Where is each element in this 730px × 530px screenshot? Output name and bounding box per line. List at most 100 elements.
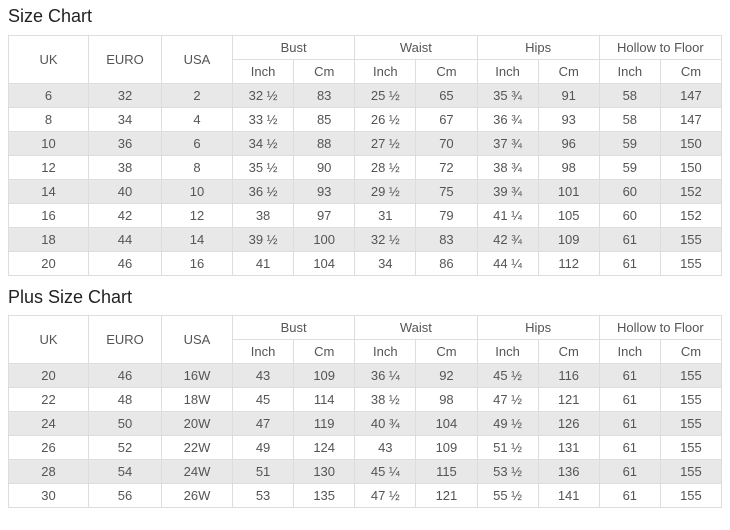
size-cell: 98 [415, 387, 478, 412]
table-row: 20 46 16 41 104 34 86 44 ¼ 112 61 155 [8, 251, 723, 276]
column-header-usa: USA [161, 35, 233, 84]
size-cell: 34 [354, 251, 417, 276]
size-cell: 24W [161, 459, 233, 484]
table-row: 22 48 18W 45 114 38 ½ 98 47 ½ 121 61 155 [8, 387, 723, 412]
size-cell: 150 [659, 155, 723, 180]
size-cell: 56 [88, 483, 162, 508]
group-header-hollow-to-floor: Hollow to Floor [598, 35, 723, 60]
size-cell: 40 ¾ [354, 411, 417, 436]
header-row-groups: UK EURO USA Bust Waist Hips Hollow to Floor [8, 35, 723, 84]
size-cell: 48 [88, 387, 162, 412]
size-cell: 32 [88, 83, 162, 108]
size-cell: 41 [231, 251, 295, 276]
size-chart-table: UK EURO USA Bust Waist Hips Hollow to Floor Inc… [8, 35, 723, 276]
sub-header-hollow-to-floor-cm: Cm [659, 59, 723, 84]
size-cell: 12 [8, 155, 89, 180]
size-cell: 135 [293, 483, 356, 508]
sub-header-hollow-to-floor-cm: Cm [659, 339, 723, 364]
size-cell: 25 ½ [354, 83, 417, 108]
size-cell: 24 [8, 411, 89, 436]
plus-size-chart-title: Plus Size Chart [8, 287, 133, 307]
size-cell: 93 [537, 107, 600, 132]
size-cell: 126 [537, 411, 600, 436]
sub-header-hips-inch: Inch [476, 59, 539, 84]
size-cell: 39 ½ [231, 227, 295, 252]
size-cell: 83 [415, 227, 478, 252]
size-cell: 60 [598, 179, 661, 204]
size-cell: 130 [293, 459, 356, 484]
size-cell: 40 [88, 179, 162, 204]
column-header-euro: EURO [88, 35, 162, 84]
size-cell: 150 [659, 131, 723, 156]
size-cell: 8 [161, 155, 233, 180]
group-header-hips: Hips [476, 315, 600, 340]
size-cell: 41 ¼ [476, 203, 539, 228]
table-row: 6 32 2 32 ½ 83 25 ½ 65 35 ¾ 91 58 147 [8, 83, 723, 108]
size-cell: 58 [598, 107, 661, 132]
size-cell: 45 ¼ [354, 459, 417, 484]
header-row-units: Inch Cm Inch Cm Inch Cm Inch Cm [9, 59, 723, 84]
size-cell: 147 [659, 83, 723, 108]
size-cell: 61 [598, 435, 661, 460]
size-cell: 53 [231, 483, 295, 508]
size-cell: 75 [415, 179, 478, 204]
size-cell: 59 [598, 131, 661, 156]
sub-header-hips-cm: Cm [537, 339, 600, 364]
table-row: 16 42 12 38 97 31 79 41 ¼ 105 60 152 [8, 203, 723, 228]
size-cell: 115 [415, 459, 478, 484]
size-cell: 91 [537, 83, 600, 108]
size-cell: 36 ¼ [354, 363, 417, 388]
size-cell: 59 [598, 155, 661, 180]
size-cell: 14 [161, 227, 233, 252]
size-cell: 22W [161, 435, 233, 460]
size-cell: 16W [161, 363, 233, 388]
size-cell: 109 [293, 363, 356, 388]
size-cell: 51 [231, 459, 295, 484]
size-cell: 72 [415, 155, 478, 180]
size-cell: 22 [8, 387, 89, 412]
size-cell: 49 ½ [476, 411, 539, 436]
size-cell: 116 [537, 363, 600, 388]
size-chart-section: Size Chart UK EURO USA Bust Waist Hips Hollow … [8, 6, 723, 276]
size-cell: 97 [293, 203, 356, 228]
size-cell: 30 [8, 483, 89, 508]
size-cell: 32 ½ [231, 83, 295, 108]
column-header-euro: EURO [88, 315, 162, 364]
column-header-usa: USA [161, 315, 233, 364]
plus-size-chart-section: Plus Size Chart UK EURO USA Bust Waist Hips Ho… [8, 287, 723, 508]
size-cell: 131 [537, 435, 600, 460]
table-row: 20 46 16W 43 109 36 ¼ 92 45 ½ 116 61 155 [8, 363, 723, 388]
size-cell: 44 ¼ [476, 251, 539, 276]
size-cell: 83 [293, 83, 356, 108]
group-header-bust: Bust [231, 315, 356, 340]
size-cell: 67 [415, 107, 478, 132]
table-row: 8 34 4 33 ½ 85 26 ½ 67 36 ¾ 93 58 147 [8, 107, 723, 132]
sub-header-hollow-to-floor-inch: Inch [598, 59, 661, 84]
size-cell: 155 [659, 363, 723, 388]
size-cell: 27 ½ [354, 131, 417, 156]
sub-header-waist-inch: Inch [354, 59, 417, 84]
size-cell: 2 [161, 83, 233, 108]
sub-header-waist-inch: Inch [354, 339, 417, 364]
size-cell: 109 [537, 227, 600, 252]
sub-header-bust-cm: Cm [293, 339, 356, 364]
sub-header-waist-cm: Cm [415, 339, 478, 364]
size-cell: 88 [293, 131, 356, 156]
size-cell: 38 ½ [354, 387, 417, 412]
sub-header-bust-cm: Cm [293, 59, 356, 84]
size-cell: 112 [537, 251, 600, 276]
size-cell: 36 [88, 131, 162, 156]
size-cell: 33 ½ [231, 107, 295, 132]
size-cell: 36 ¾ [476, 107, 539, 132]
table-row: 24 50 20W 47 119 40 ¾ 104 49 ½ 126 61 155 [8, 411, 723, 436]
size-cell: 136 [537, 459, 600, 484]
size-cell: 152 [659, 179, 723, 204]
group-header-hollow-to-floor: Hollow to Floor [598, 315, 723, 340]
header-row-units: Inch Cm Inch Cm Inch Cm Inch Cm [9, 339, 723, 364]
size-cell: 155 [659, 459, 723, 484]
group-header-waist: Waist [354, 315, 478, 340]
size-cell: 43 [231, 363, 295, 388]
size-cell: 105 [537, 203, 600, 228]
size-cell: 101 [537, 179, 600, 204]
size-cell: 34 ½ [231, 131, 295, 156]
